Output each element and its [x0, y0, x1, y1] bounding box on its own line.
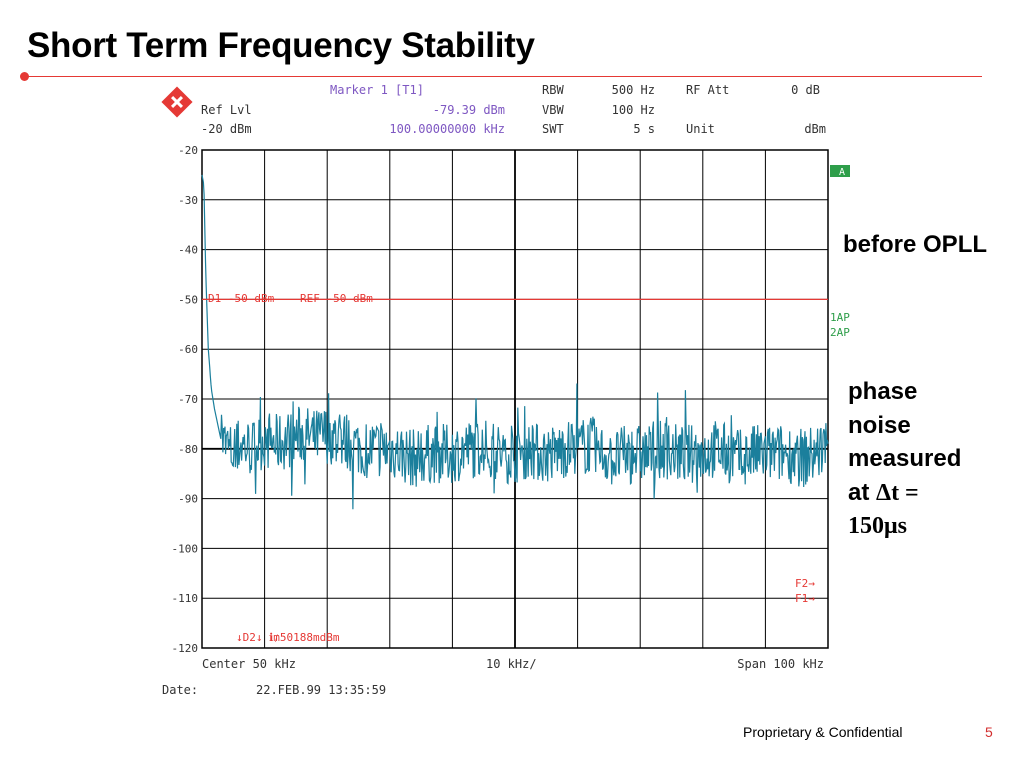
trace-a-badge [830, 165, 850, 177]
d2-line-label: ↓D2↓ ℹ₥50188mdBm [236, 631, 340, 644]
date-label: Date: [162, 683, 198, 697]
spectrum-analyzer-screenshot: Marker 1 [T1] -79.39 dBm 100.00000000 kH… [161, 83, 850, 697]
y-tick-label: -50 [178, 293, 198, 306]
y-tick-label: -100 [172, 542, 199, 555]
title-bullet-dot [20, 72, 29, 81]
marker-label: Marker 1 [T1] [330, 83, 424, 97]
span: Span 100 kHz [737, 657, 824, 671]
rbw-value: 500 Hz [612, 83, 655, 97]
unit-value: dBm [804, 122, 826, 136]
y-tick-label: -40 [178, 244, 198, 257]
y-tick-label: -120 [172, 642, 199, 655]
vbw-value: 100 Hz [612, 103, 655, 117]
y-tick-label: -70 [178, 393, 198, 406]
y-tick-labels: -20 -30 -40 -50 -60 -70 -80 -90 -100 -110 -120 [172, 144, 199, 655]
rf-att-value: 0 dB [791, 83, 820, 97]
ap1-label: 1AP [830, 311, 850, 324]
slide-title: Short Term Frequency Stability [27, 26, 535, 65]
rf-att-label: RF Att [686, 83, 729, 97]
annotation-at: at [848, 478, 877, 506]
ap2-label: 2AP [830, 326, 850, 339]
y-tick-label: -90 [178, 493, 198, 506]
y-tick-label: -30 [178, 194, 198, 207]
unit-label: Unit [686, 122, 715, 136]
annotation-line-5: 150μs [848, 513, 907, 540]
swt-value: 5 s [633, 122, 655, 136]
spectrum-trace [201, 174, 829, 510]
y-tick-label: -60 [178, 343, 198, 356]
annotation-phase-noise: phase noise measured at Δt = 150μs [848, 375, 1018, 544]
y-tick-label: -110 [172, 592, 199, 605]
ref-level-label: Ref Lvl [201, 103, 252, 117]
y-tick-label: -80 [178, 443, 198, 456]
center-frequency: Center 50 kHz [202, 657, 296, 671]
y-tick-label: -20 [178, 144, 198, 157]
frequency-per-division: 10 kHz/ [486, 657, 537, 671]
vbw-label: VBW [542, 103, 564, 117]
ref-line-label: REF -50 dBm [300, 292, 373, 305]
annotation-line-2: noise [848, 411, 911, 439]
ref-level-value: -20 dBm [201, 122, 252, 136]
annotation-line-4: at Δt = [848, 476, 1018, 511]
marker-frequency: 100.00000000 kHz [389, 122, 505, 136]
rbw-label: RBW [542, 83, 564, 97]
d1-line-label: D1 -50 dBm [208, 292, 275, 305]
f1-label: F1→ [795, 592, 815, 605]
swt-label: SWT [542, 122, 564, 136]
annotation-line-3: measured [848, 445, 962, 473]
trace-a-label: A [839, 167, 845, 178]
title-underline [26, 76, 982, 77]
annotation-delta-t: Δt = [876, 479, 919, 506]
footer-confidential: Proprietary & Confidential [743, 724, 903, 740]
annotation-before-opll: before OPLL [843, 231, 988, 258]
date-value: 22.FEB.99 13:35:59 [256, 683, 386, 697]
plot-area: -20 -30 -40 -50 -60 -70 -80 -90 -100 -110 -120 [172, 144, 829, 655]
page-number: 5 [985, 724, 993, 740]
rohde-schwarz-logo [161, 86, 193, 118]
f2-label: F2→ [795, 577, 815, 590]
marker-value: -79.39 dBm [433, 103, 505, 117]
annotation-line-1: phase [848, 378, 918, 405]
